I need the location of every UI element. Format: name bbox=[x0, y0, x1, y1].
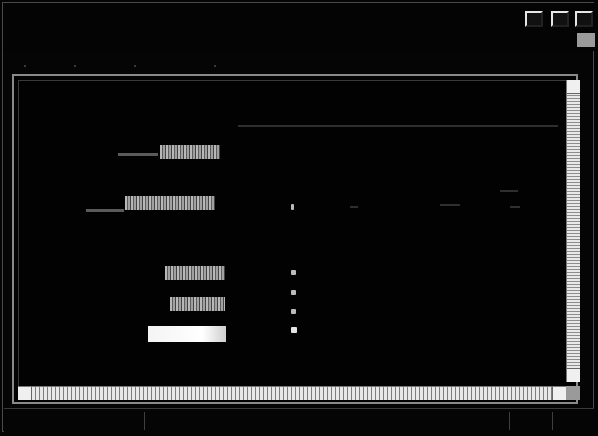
content-pane bbox=[18, 80, 567, 386]
title-bar[interactable] bbox=[3, 3, 595, 51]
menu-bar[interactable] bbox=[14, 60, 574, 72]
field-marker bbox=[291, 290, 296, 295]
field-marker bbox=[291, 309, 296, 314]
label-prefix bbox=[86, 209, 124, 212]
label-prefix bbox=[118, 153, 158, 156]
menu-item[interactable] bbox=[24, 65, 26, 67]
scroll-down-button[interactable] bbox=[567, 368, 580, 382]
menu-item[interactable] bbox=[74, 65, 76, 67]
faint-text bbox=[440, 204, 460, 206]
size-grip[interactable] bbox=[566, 386, 580, 400]
status-separator bbox=[509, 412, 510, 430]
minimize-button[interactable] bbox=[525, 11, 543, 27]
faint-text bbox=[350, 206, 358, 208]
scroll-up-button[interactable] bbox=[567, 80, 580, 94]
field-marker bbox=[291, 204, 294, 210]
vertical-scroll-track[interactable] bbox=[567, 94, 580, 368]
menu-item[interactable] bbox=[214, 65, 216, 67]
faint-text bbox=[500, 190, 518, 192]
field-label bbox=[160, 145, 220, 159]
title-corner-box bbox=[577, 33, 595, 47]
status-separator bbox=[552, 412, 553, 430]
vertical-scrollbar[interactable] bbox=[566, 80, 580, 382]
field-marker bbox=[291, 270, 296, 275]
horizontal-scrollbar[interactable] bbox=[18, 386, 566, 400]
field-label bbox=[170, 297, 225, 311]
scroll-right-button[interactable] bbox=[552, 387, 566, 400]
faint-text bbox=[510, 206, 520, 208]
field-label bbox=[125, 196, 215, 210]
selected-field-label[interactable] bbox=[148, 326, 226, 342]
scroll-left-button[interactable] bbox=[18, 387, 32, 400]
field-marker bbox=[291, 327, 297, 333]
menu-item[interactable] bbox=[134, 65, 136, 67]
horizontal-scroll-track[interactable] bbox=[32, 387, 552, 400]
status-separator bbox=[144, 412, 145, 430]
field-label bbox=[165, 266, 225, 280]
header-rule bbox=[238, 125, 558, 127]
maximize-button[interactable] bbox=[551, 11, 569, 27]
close-button[interactable] bbox=[575, 11, 593, 27]
status-bar bbox=[4, 408, 594, 432]
